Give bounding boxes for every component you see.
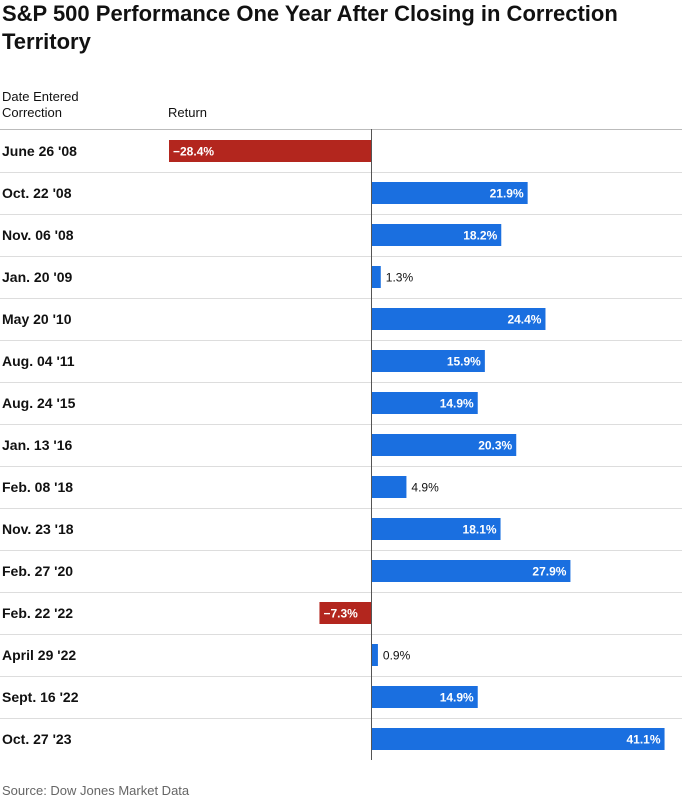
data-label: −7.3%	[323, 607, 358, 621]
data-label: 18.2%	[463, 229, 497, 243]
bar-positive	[371, 476, 407, 498]
data-label: 15.9%	[447, 355, 481, 369]
category-label: April 29 '22	[2, 647, 76, 663]
bar-negative	[319, 602, 372, 624]
bar-positive	[371, 434, 517, 456]
category-label: Oct. 22 '08	[2, 185, 72, 201]
category-label: June 26 '08	[2, 143, 77, 159]
bar-positive	[371, 182, 528, 204]
category-label: Feb. 27 '20	[2, 563, 73, 579]
category-label: Nov. 23 '18	[2, 521, 74, 537]
data-label: 14.9%	[440, 397, 474, 411]
category-label: Jan. 13 '16	[2, 437, 72, 453]
category-label: Aug. 24 '15	[2, 395, 76, 411]
bar-positive	[371, 728, 665, 750]
bar-negative	[169, 140, 372, 162]
category-column-header: Date Entered Correction	[2, 89, 79, 120]
bar-positive	[371, 560, 571, 582]
category-label: May 20 '10	[2, 311, 72, 327]
bar-positive	[371, 308, 546, 330]
data-label: 41.1%	[627, 733, 661, 747]
bar-positive	[371, 686, 478, 708]
data-label: 24.4%	[507, 313, 541, 327]
category-label: Aug. 04 '11	[2, 353, 75, 369]
data-label: 0.9%	[383, 649, 411, 663]
bar-positive	[371, 518, 501, 540]
bar-positive	[371, 644, 378, 666]
bar-positive	[371, 266, 381, 288]
category-label: Nov. 06 '08	[2, 227, 74, 243]
category-label: Jan. 20 '09	[2, 269, 72, 285]
category-label: Sept. 16 '22	[2, 689, 79, 705]
source-note: Source: Dow Jones Market Data	[2, 783, 190, 798]
category-label: Oct. 27 '23	[2, 731, 72, 747]
chart-title: S&P 500 Performance One Year After Closi…	[2, 1, 618, 54]
data-label: 4.9%	[411, 481, 439, 495]
data-label: −28.4%	[173, 145, 214, 159]
data-label: 27.9%	[532, 565, 566, 579]
data-label: 14.9%	[440, 691, 474, 705]
bar-positive	[371, 350, 485, 372]
data-label: 20.3%	[478, 439, 512, 453]
data-label: 1.3%	[386, 271, 414, 285]
bar-positive	[371, 224, 502, 246]
category-label: Feb. 08 '18	[2, 479, 73, 495]
category-label: Feb. 22 '22	[2, 605, 73, 621]
data-label: 21.9%	[490, 187, 524, 201]
bar-positive	[371, 392, 478, 414]
data-label: 18.1%	[463, 523, 497, 537]
value-column-header: Return	[168, 105, 208, 120]
